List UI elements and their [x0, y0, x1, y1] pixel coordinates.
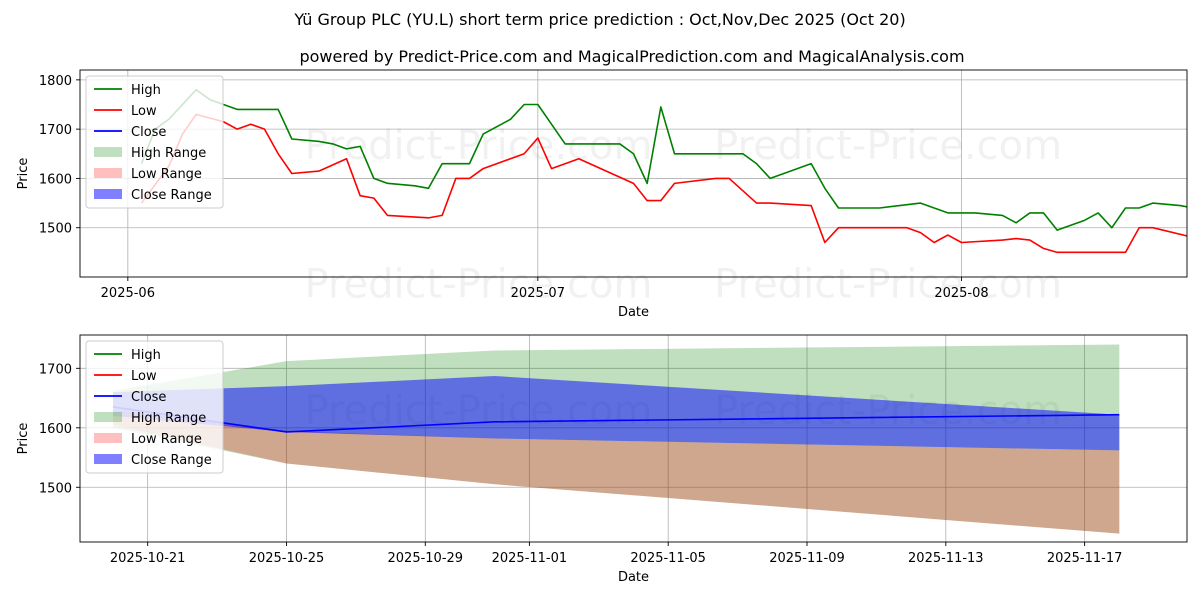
close-range-legend-swatch	[94, 454, 122, 464]
chart-subtitle: powered by Predict-Price.com and Magical…	[299, 47, 964, 66]
watermark-text: Predict-Price.com	[305, 262, 653, 308]
x-tick-label: 2025-10-21	[110, 551, 186, 566]
x-axis-title: Date	[618, 305, 649, 320]
high-range-legend-label: High Range	[131, 146, 206, 161]
x-tick-label: 2025-11-05	[630, 551, 706, 566]
high-range-legend-label: High Range	[131, 411, 206, 426]
y-tick-label: 1700	[39, 362, 72, 377]
x-tick-label: 2025-10-29	[388, 551, 464, 566]
x-tick-label: 2025-11-09	[769, 551, 845, 566]
high-legend-label: High	[131, 348, 161, 363]
close-range-legend-swatch	[94, 189, 122, 199]
close-range-legend-label: Close Range	[131, 188, 212, 203]
legend: High Low Close High Range Low Range Close Ran…	[86, 76, 223, 208]
y-tick-label: 1500	[39, 481, 72, 496]
close-legend-label: Close	[131, 125, 166, 140]
low-legend-label: Low	[131, 369, 157, 384]
x-tick-label: 2025-08	[934, 286, 988, 301]
low-range-legend-swatch	[94, 168, 122, 178]
high-legend-label: High	[131, 83, 161, 98]
x-axis-title: Date	[618, 570, 649, 585]
watermark-text: Predict-Price.com	[714, 262, 1062, 308]
close-legend-label: Close	[131, 390, 166, 405]
y-tick-label: 1700	[39, 123, 72, 138]
x-tick-label: 2025-11-17	[1047, 551, 1123, 566]
low-range-legend-label: Low Range	[131, 167, 202, 182]
high-range-legend-swatch	[94, 412, 122, 422]
close-range-legend-label: Close Range	[131, 453, 212, 468]
x-tick-label: 2025-06	[101, 286, 155, 301]
y-tick-label: 1600	[39, 422, 72, 437]
y-axis-title: Price	[16, 158, 31, 190]
chart-title: Yü Group PLC (YU.L) short term price pre…	[293, 10, 905, 29]
y-tick-label: 1600	[39, 172, 72, 187]
y-tick-label: 1500	[39, 222, 72, 237]
low-range-legend-swatch	[94, 433, 122, 443]
x-tick-label: 2025-07	[511, 286, 565, 301]
y-axis-title: Price	[16, 423, 31, 455]
x-tick-label: 2025-10-25	[249, 551, 325, 566]
x-tick-label: 2025-11-13	[908, 551, 984, 566]
low-legend-label: Low	[131, 104, 157, 119]
high-range-legend-swatch	[94, 147, 122, 157]
watermark-text: Predict-Price.com	[714, 123, 1062, 169]
y-tick-label: 1800	[39, 74, 72, 89]
low-range-legend-label: Low Range	[131, 432, 202, 447]
legend: High Low Close High Range Low Range Close Ran…	[86, 341, 223, 473]
x-tick-label: 2025-11-01	[492, 551, 568, 566]
